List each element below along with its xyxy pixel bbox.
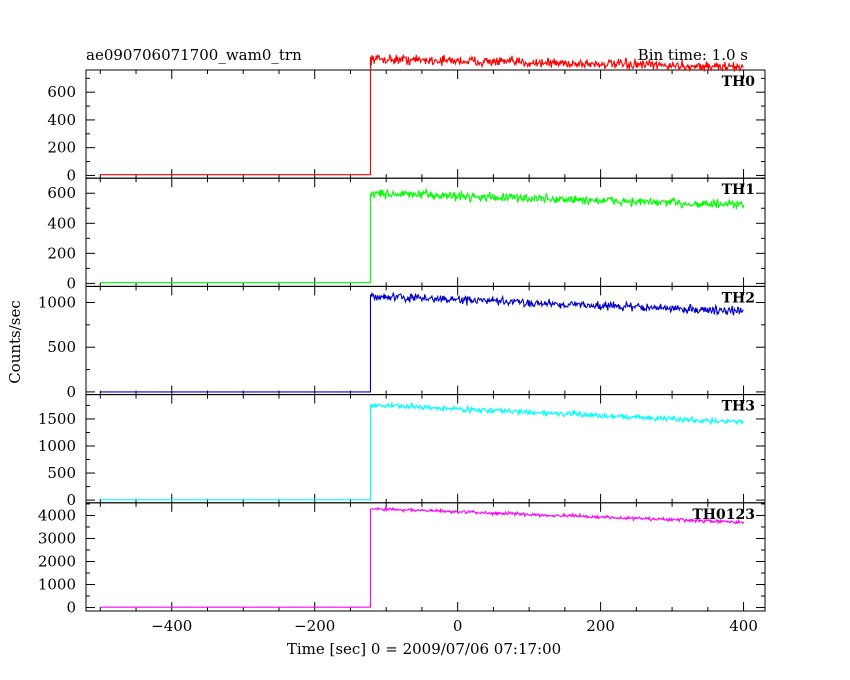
y-tick-label: 4000: [38, 506, 76, 524]
panel-frame: [85, 285, 766, 396]
y-tick-label: 600: [47, 184, 76, 202]
panel-th3: 0 500 1000 1500 TH3: [38, 394, 766, 509]
chart-title-left: ae090706071700_wam0_trn: [86, 46, 302, 64]
y-tick-label: 0: [66, 599, 76, 617]
y-tick-label: 500: [47, 464, 76, 482]
panel-label: TH0: [722, 74, 756, 90]
y-tick-label: 500: [47, 338, 76, 356]
y-tick-label: 1500: [38, 410, 76, 428]
panel-th2: 0 500 1000 TH2: [38, 285, 766, 401]
y-axis-label: Counts/sec: [6, 300, 24, 384]
panels-group: 0 200 400 600 TH0 0 200 400 600 TH1 0 500 1000 TH2 0 50…: [38, 53, 766, 635]
y-tick-label: 0: [66, 491, 76, 509]
y-tick-label: 2000: [38, 553, 76, 571]
series-line-th2: [100, 292, 744, 393]
series-line-th0: [100, 53, 744, 176]
y-tick-label: 400: [47, 111, 76, 129]
series-line-th1: [100, 187, 745, 284]
x-tick-label: −400: [151, 617, 192, 635]
panel-frame: [85, 69, 766, 179]
panel-frame: [85, 177, 766, 287]
y-tick-label: 0: [66, 166, 76, 184]
x-tick-label: 200: [586, 617, 615, 635]
series-line-th3: [100, 401, 745, 501]
y-tick-label: 200: [47, 244, 76, 262]
y-tick-label: 1000: [38, 576, 76, 594]
y-tick-label: 400: [47, 214, 76, 232]
chart-title-right: Bin time: 1.0 s: [638, 46, 748, 64]
panel-label: TH3: [722, 399, 755, 415]
panel-label: TH0123: [692, 507, 755, 523]
panel-th0123: 0 1000 2000 3000 4000 TH0123 −400 −200 0 200 400: [38, 502, 766, 635]
y-tick-label: 0: [66, 274, 76, 292]
panel-frame: [85, 394, 766, 504]
panel-label: TH2: [722, 290, 755, 306]
series-line-th0123: [100, 505, 745, 608]
y-tick-label: 3000: [38, 529, 76, 547]
y-tick-label: 1000: [38, 293, 76, 311]
y-tick-label: 600: [47, 83, 76, 101]
y-tick-label: 200: [47, 139, 76, 157]
x-tick-label: 0: [453, 617, 463, 635]
y-tick-label: 1000: [38, 437, 76, 455]
x-tick-label: 400: [729, 617, 758, 635]
panel-th1: 0 200 400 600 TH1: [47, 177, 766, 292]
panel-frame: [85, 502, 766, 612]
panel-label: TH1: [722, 182, 755, 198]
x-tick-label: −200: [294, 617, 335, 635]
panel-th0: 0 200 400 600 TH0: [47, 53, 766, 184]
x-axis-label: Time [sec] 0 = 2009/07/06 07:17:00: [287, 640, 561, 658]
y-tick-label: 0: [66, 383, 76, 401]
